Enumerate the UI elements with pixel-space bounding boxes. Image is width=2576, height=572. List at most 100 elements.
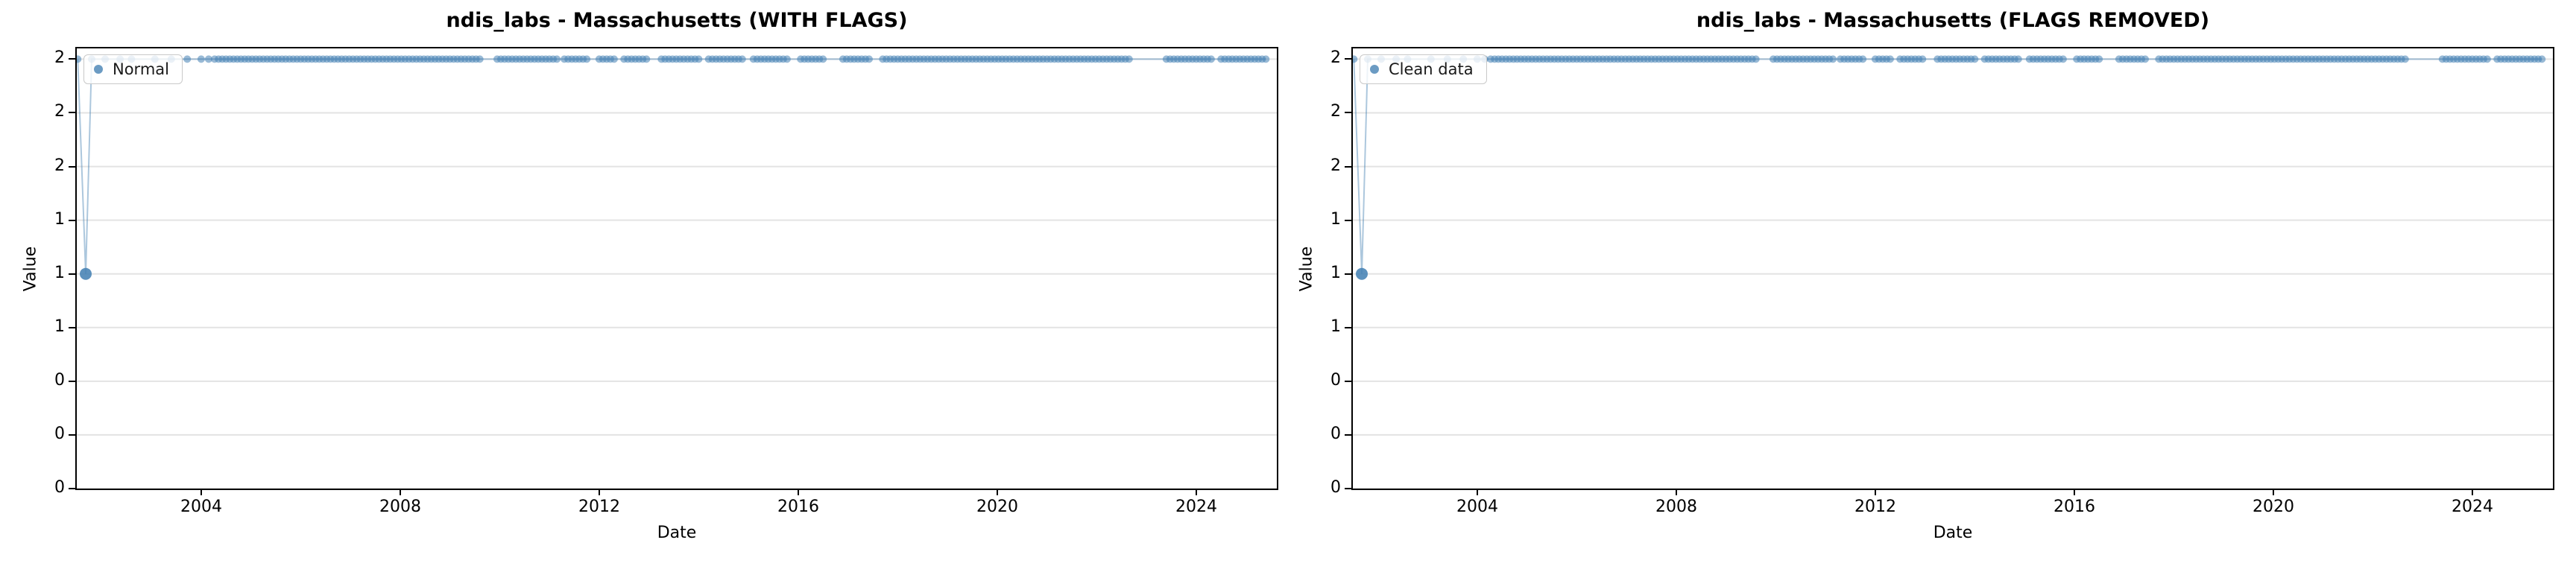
data-point: [783, 55, 791, 63]
y-tick-label: 0: [1330, 425, 1341, 443]
x-tick-mark: [798, 489, 799, 495]
data-point: [553, 55, 561, 63]
y-tick-label: 0: [54, 371, 65, 390]
data-point: [1859, 55, 1867, 63]
data-point: [1262, 55, 1270, 63]
x-tick-label: 2024: [2452, 498, 2493, 516]
x-tick-label: 2008: [1655, 498, 1697, 516]
y-tick-mark: [69, 273, 75, 275]
legend-label: Normal: [113, 60, 169, 78]
data-point: [2059, 55, 2067, 63]
data-point: [1919, 55, 1927, 63]
y-tick-mark: [69, 112, 75, 113]
x-axis-label: Date: [1933, 524, 1973, 542]
data-point: [583, 55, 591, 63]
data-point: [2483, 55, 2491, 63]
data-point: [865, 55, 873, 63]
y-tick-label: 2: [54, 156, 65, 175]
x-tick-label: 2016: [777, 498, 819, 516]
data-point: [738, 55, 746, 63]
data-point: [695, 55, 703, 63]
data-point: [1752, 55, 1760, 63]
chart-title: ndis_labs - Massachusetts (WITH FLAGS): [446, 9, 908, 32]
data-point: [1971, 55, 1979, 63]
y-tick-mark: [69, 488, 75, 489]
x-tick-mark: [2472, 489, 2473, 495]
x-tick-label: 2020: [976, 498, 1018, 516]
x-tick-mark: [1477, 489, 1478, 495]
x-tick-label: 2012: [1854, 498, 1896, 516]
legend-label: Clean data: [1389, 60, 1474, 78]
data-point: [2141, 55, 2149, 63]
y-tick-mark: [69, 434, 75, 436]
x-tick-label: 2004: [180, 498, 222, 516]
y-tick-label: 1: [1330, 264, 1341, 282]
y-tick-mark: [69, 381, 75, 382]
y-tick-mark: [1345, 112, 1351, 113]
y-tick-mark: [1345, 434, 1351, 436]
data-point: [476, 55, 484, 63]
y-tick-label: 2: [54, 102, 65, 121]
x-tick-label: 2024: [1175, 498, 1217, 516]
y-tick-label: 1: [54, 210, 65, 229]
x-tick-mark: [1196, 489, 1197, 495]
x-tick-mark: [1676, 489, 1677, 495]
y-tick-label: 2: [1330, 48, 1341, 67]
y-tick-label: 0: [54, 425, 65, 443]
y-tick-label: 2: [54, 48, 65, 67]
data-point: [197, 55, 205, 63]
data-point: [2538, 55, 2546, 63]
x-tick-label: 2012: [578, 498, 620, 516]
chart-title: ndis_labs - Massachusetts (FLAGS REMOVED…: [1696, 9, 2210, 32]
legend-marker-icon: [1370, 65, 1379, 74]
anomaly-data-point: [80, 267, 92, 280]
y-tick-mark: [69, 166, 75, 168]
y-tick-mark: [1345, 327, 1351, 328]
y-tick-mark: [1345, 220, 1351, 221]
y-tick-label: 1: [1330, 317, 1341, 336]
data-point: [1207, 55, 1215, 63]
data-point: [1829, 55, 1837, 63]
x-tick-label: 2016: [2053, 498, 2095, 516]
y-tick-label: 0: [54, 478, 65, 497]
x-tick-mark: [2074, 489, 2075, 495]
plot-area: [1351, 47, 2554, 490]
x-tick-mark: [997, 489, 998, 495]
scatter-series: [1353, 55, 2553, 489]
data-point: [819, 55, 827, 63]
y-tick-mark: [1345, 58, 1351, 60]
x-tick-label: 2008: [379, 498, 421, 516]
legend: Clean data: [1360, 54, 1487, 84]
y-tick-label: 2: [1330, 102, 1341, 121]
x-tick-mark: [2273, 489, 2274, 495]
x-axis-label: Date: [657, 524, 697, 542]
data-point: [1886, 55, 1894, 63]
y-tick-mark: [69, 327, 75, 328]
data-point: [643, 55, 651, 63]
data-point: [183, 55, 192, 63]
y-tick-label: 2: [1330, 156, 1341, 175]
data-point: [1353, 55, 1358, 63]
y-tick-label: 1: [54, 264, 65, 282]
data-point: [77, 55, 82, 63]
x-tick-mark: [599, 489, 600, 495]
anomaly-data-point: [1356, 267, 1368, 280]
plot-area: [75, 47, 1278, 490]
y-tick-label: 0: [1330, 371, 1341, 390]
data-point: [2401, 55, 2409, 63]
y-tick-mark: [69, 58, 75, 60]
scatter-series: [77, 55, 1277, 489]
x-tick-mark: [201, 489, 202, 495]
x-tick-label: 2004: [1456, 498, 1498, 516]
y-tick-label: 0: [1330, 478, 1341, 497]
data-point: [2014, 55, 2022, 63]
y-tick-mark: [1345, 381, 1351, 382]
x-tick-label: 2020: [2253, 498, 2294, 516]
y-tick-mark: [1345, 273, 1351, 275]
x-tick-mark: [400, 489, 401, 495]
data-point: [2095, 55, 2103, 63]
legend-marker-icon: [94, 65, 103, 74]
